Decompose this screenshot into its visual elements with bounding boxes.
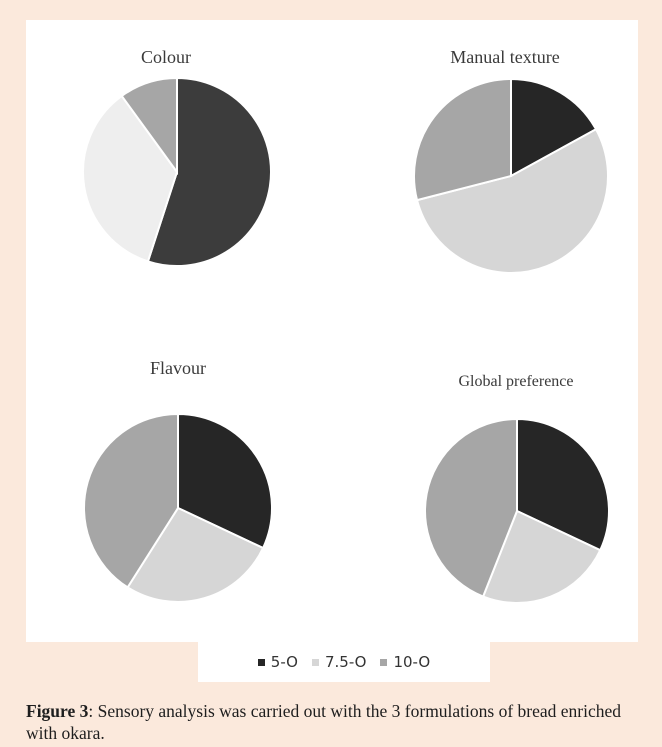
legend: 5-O 7.5-O 10-O	[198, 642, 490, 682]
legend-item-5-o: 5-O	[257, 653, 298, 671]
figure-caption: Figure 3: Sensory analysis was carried o…	[26, 700, 656, 744]
pie-title: Flavour	[150, 358, 206, 378]
pie-slice-7-5-o	[82, 94, 179, 263]
legend-item-10-o: 10-O	[380, 653, 430, 671]
legend-item-7-5-o: 7.5-O	[311, 653, 367, 671]
pie-title: Colour	[141, 47, 191, 67]
pie-slice-5-o	[516, 417, 610, 552]
pie-slice-10-o	[413, 77, 512, 202]
legend-label: 10-O	[393, 653, 431, 671]
pie-slice-5-o	[510, 77, 598, 178]
pie-slice-7-5-o	[126, 506, 265, 603]
pie-chart-1: Colour	[82, 47, 272, 267]
pie-slice-7-5-o	[481, 509, 602, 604]
pie-chart-2: Manual texture	[413, 47, 609, 274]
legend-label: 7.5-O	[324, 653, 367, 671]
pie-slice-5-o	[146, 76, 272, 267]
pie-slice-7-5-o	[415, 127, 609, 274]
pie-slice-10-o	[83, 412, 179, 589]
pie-slice-10-o	[424, 417, 518, 598]
pie-chart-3: Flavour	[83, 358, 273, 603]
legend-swatch	[380, 658, 388, 666]
pie-slice-5-o	[177, 412, 273, 550]
pie-title: Global preference	[458, 373, 573, 390]
caption-label: Figure 3	[26, 701, 89, 721]
pie-charts: Colour Manual texture Flavour Global prefer…	[82, 47, 610, 604]
chart-panel: Colour Manual texture Flavour Global prefer…	[26, 20, 638, 642]
pie-chart-4: Global preference	[424, 373, 610, 604]
caption-text: : Sensory analysis was carried out with …	[26, 701, 622, 743]
legend-label: 5-O	[270, 653, 298, 671]
legend-swatch	[311, 658, 319, 666]
legend-swatch	[257, 658, 265, 666]
pie-title: Manual texture	[450, 47, 559, 67]
pie-slice-10-o	[120, 76, 178, 176]
